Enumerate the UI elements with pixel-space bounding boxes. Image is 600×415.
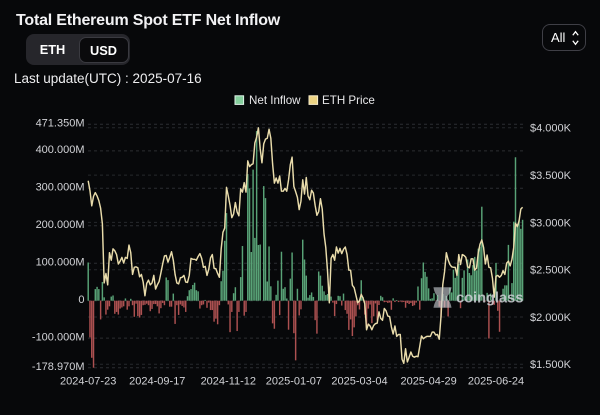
svg-text:$4.000K: $4.000K [530, 123, 572, 135]
svg-text:300.000M: 300.000M [36, 182, 85, 194]
svg-text:$3.000K: $3.000K [530, 217, 572, 229]
svg-text:coinglass: coinglass [456, 291, 523, 307]
svg-text:2025-01-07: 2025-01-07 [266, 376, 322, 388]
svg-text:2025-03-04: 2025-03-04 [331, 376, 387, 388]
svg-text:0: 0 [78, 294, 84, 306]
svg-text:$3.500K: $3.500K [530, 170, 572, 182]
svg-text:$2.000K: $2.000K [530, 312, 572, 324]
svg-text:471.350M: 471.350M [36, 118, 85, 130]
svg-text:-178.970M: -178.970M [32, 361, 85, 373]
svg-text:2024-09-17: 2024-09-17 [129, 376, 185, 388]
svg-text:100.000M: 100.000M [36, 257, 85, 269]
svg-text:2024-11-12: 2024-11-12 [201, 376, 256, 388]
svg-text:ETH Price: ETH Price [322, 94, 375, 107]
svg-text:$2.500K: $2.500K [530, 265, 572, 277]
svg-text:$1.500K: $1.500K [530, 359, 572, 371]
svg-text:Net Inflow: Net Inflow [249, 94, 301, 107]
svg-text:2025-04-29: 2025-04-29 [400, 376, 456, 388]
svg-text:-100.000M: -100.000M [32, 331, 85, 343]
svg-text:2024-07-23: 2024-07-23 [60, 376, 116, 388]
svg-text:2025-06-24: 2025-06-24 [468, 376, 524, 388]
svg-text:400.000M: 400.000M [36, 144, 85, 156]
svg-text:200.000M: 200.000M [36, 219, 85, 231]
